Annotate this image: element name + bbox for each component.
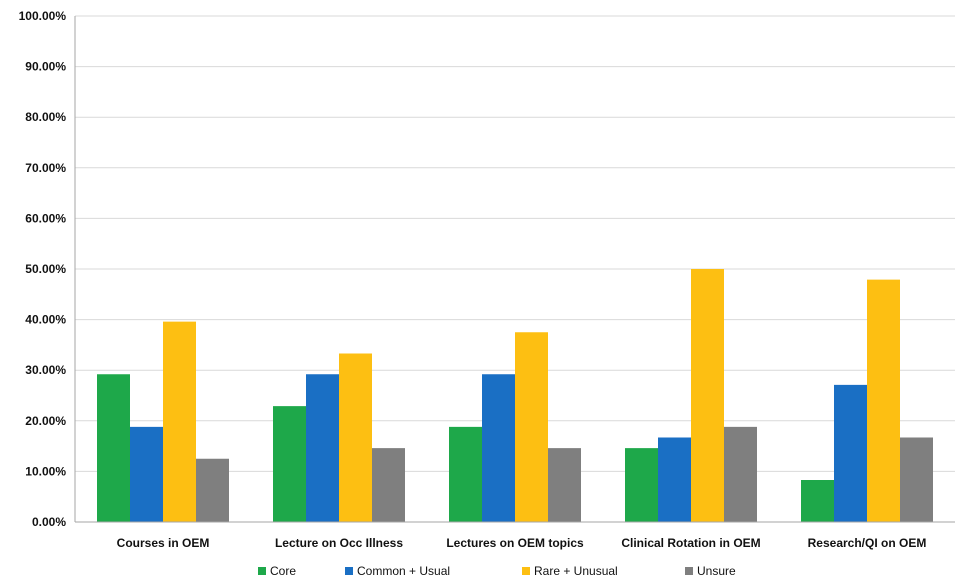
legend-label: Rare + Unusual: [534, 564, 618, 578]
x-category-label: Lecture on Occ Illness: [275, 536, 403, 550]
y-tick-label: 0.00%: [32, 515, 66, 529]
bar-unsure: [196, 458, 229, 522]
legend-swatch: [685, 567, 693, 575]
legend: Core Common + Usual Rare + Unusual Unsure: [258, 564, 736, 578]
bar-core: [449, 426, 482, 522]
gridlines: [75, 15, 955, 472]
legend-label: Unsure: [697, 564, 736, 578]
bar-rare-unusual: [691, 269, 724, 522]
bar-unsure: [548, 448, 581, 522]
bar-unsure: [372, 448, 405, 522]
bar-core: [801, 480, 834, 522]
bar-rare-unusual: [515, 332, 548, 522]
legend-label: Common + Usual: [357, 564, 450, 578]
y-tick-label: 100.00%: [19, 9, 67, 23]
bar-unsure: [900, 437, 933, 522]
bar-rare-unusual: [163, 321, 196, 522]
y-tick-label: 10.00%: [25, 464, 66, 478]
legend-swatch: [258, 567, 266, 575]
bar-rare-unusual: [339, 353, 372, 522]
bar-common-usual: [306, 374, 339, 522]
bar-common-usual: [834, 384, 867, 522]
bar-core: [97, 374, 130, 522]
bar-unsure: [724, 426, 757, 522]
y-tick-label: 70.00%: [25, 161, 66, 175]
y-tick-label: 90.00%: [25, 60, 66, 74]
x-category-label: Lectures on OEM topics: [446, 536, 584, 550]
bar-core: [625, 448, 658, 522]
bar-common-usual: [658, 437, 691, 522]
x-category-label: Courses in OEM: [117, 536, 210, 550]
y-tick-label: 40.00%: [25, 313, 66, 327]
y-tick-label: 20.00%: [25, 414, 66, 428]
x-category-label: Clinical Rotation in OEM: [621, 536, 760, 550]
y-tick-label: 30.00%: [25, 363, 66, 377]
y-tick-label: 50.00%: [25, 262, 66, 276]
bar-rare-unusual: [867, 279, 900, 522]
legend-swatch: [345, 567, 353, 575]
legend-label: Core: [270, 564, 296, 578]
bars: [97, 269, 933, 522]
x-axis-labels: Courses in OEM Lecture on Occ Illness Lect…: [117, 536, 927, 550]
bar-common-usual: [130, 426, 163, 522]
y-tick-label: 80.00%: [25, 110, 66, 124]
bar-core: [273, 406, 306, 522]
y-axis-ticks: 0.00% 10.00% 20.00% 30.00% 40.00% 50.00% 60.00…: [19, 9, 67, 529]
x-category-label: Research/QI on OEM: [808, 536, 927, 550]
bar-common-usual: [482, 374, 515, 522]
axes: [74, 16, 955, 523]
y-tick-label: 60.00%: [25, 211, 66, 225]
legend-swatch: [522, 567, 530, 575]
